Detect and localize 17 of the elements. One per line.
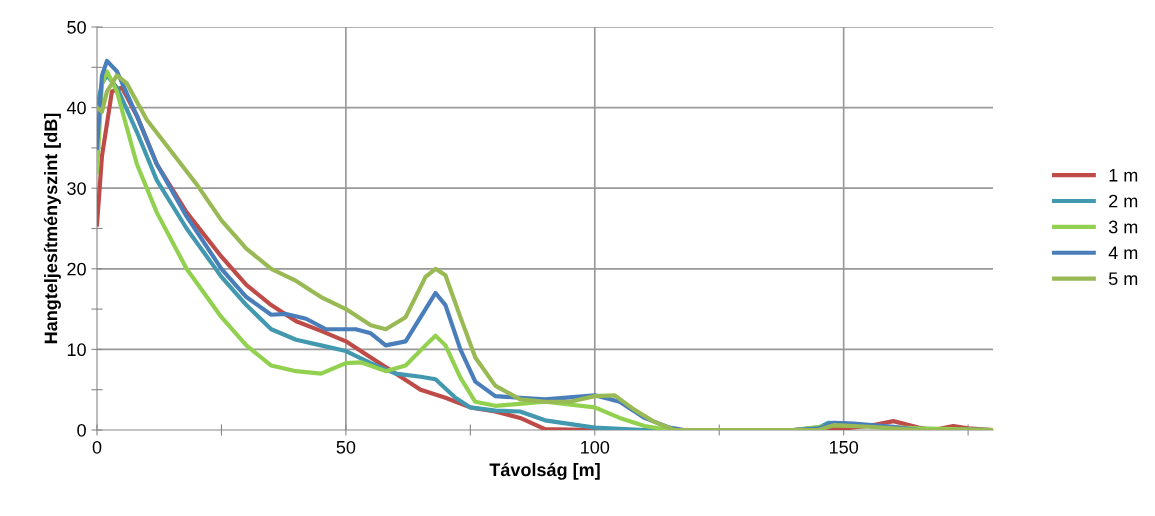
legend-label: 4 m [1108, 246, 1138, 260]
x-tick-label: 100 [581, 440, 610, 454]
y-tick-label: 30 [67, 182, 86, 195]
y-tick-label: 20 [67, 262, 86, 276]
x-tick-label: 150 [829, 440, 859, 454]
x-tick-label: 0 [92, 440, 102, 454]
legend-label: 2 m [1109, 194, 1138, 208]
y-axis-title: Hangteljesítményszint [dB] [43, 113, 61, 344]
x-axis-title: Távolság [m] [489, 462, 600, 480]
y-tick-label: 50 [67, 20, 86, 34]
y-tick-label: 0 [77, 423, 86, 437]
legend-label: 5 m [1108, 272, 1138, 286]
y-tick-label: 40 [66, 101, 86, 115]
legend-label: 3 m [1108, 220, 1138, 234]
y-tick-label: 10 [67, 343, 86, 357]
legend-label: 1 m [1109, 169, 1138, 182]
x-tick-label: 50 [336, 440, 356, 454]
